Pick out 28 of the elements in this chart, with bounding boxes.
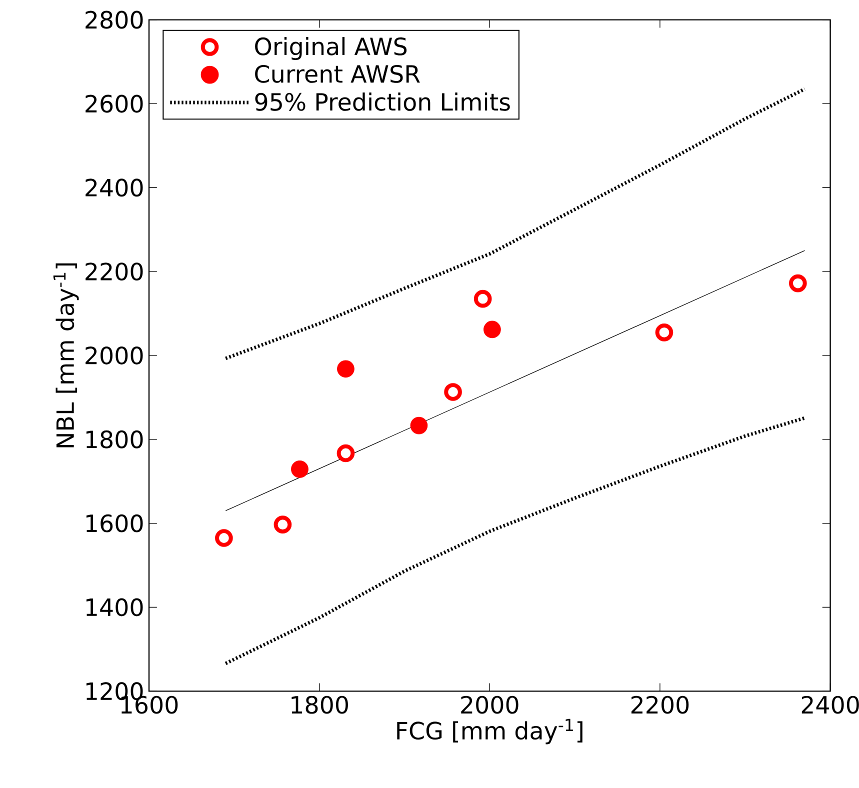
x-tick-label: 2000 xyxy=(461,696,518,714)
legend-label: Original AWS xyxy=(255,36,407,60)
y-tick-label: 2400 xyxy=(86,178,143,197)
y-axis-title: NBL [mm day$^{-1}$] xyxy=(53,263,79,448)
point xyxy=(474,290,492,308)
point xyxy=(274,516,292,534)
y-tick-label: 2000 xyxy=(86,346,143,364)
point xyxy=(291,460,308,478)
y-tick-label: 2200 xyxy=(86,262,143,280)
y-tick-label: 1800 xyxy=(86,430,143,448)
point xyxy=(336,444,355,462)
point xyxy=(444,382,462,401)
point xyxy=(410,416,428,434)
legend-label: 95% Prediction Limits xyxy=(255,92,510,111)
y-tick-label: 2800 xyxy=(86,10,143,29)
line-series xyxy=(224,416,806,666)
x-tick-label: 2400 xyxy=(802,696,859,714)
legend-label: Current AWSR xyxy=(255,64,420,83)
point xyxy=(337,360,354,378)
x-axis-title: FCG [mm day$^{-1}$] xyxy=(397,718,582,744)
point xyxy=(655,323,674,342)
x-tick-label: 1800 xyxy=(292,696,348,714)
y-tick-label: 2600 xyxy=(86,94,143,113)
y-tick-label: 1600 xyxy=(86,514,143,532)
point xyxy=(484,320,501,338)
x-tick-label: 2200 xyxy=(631,696,689,714)
y-tick-label: 1400 xyxy=(86,598,143,616)
point xyxy=(215,529,233,547)
